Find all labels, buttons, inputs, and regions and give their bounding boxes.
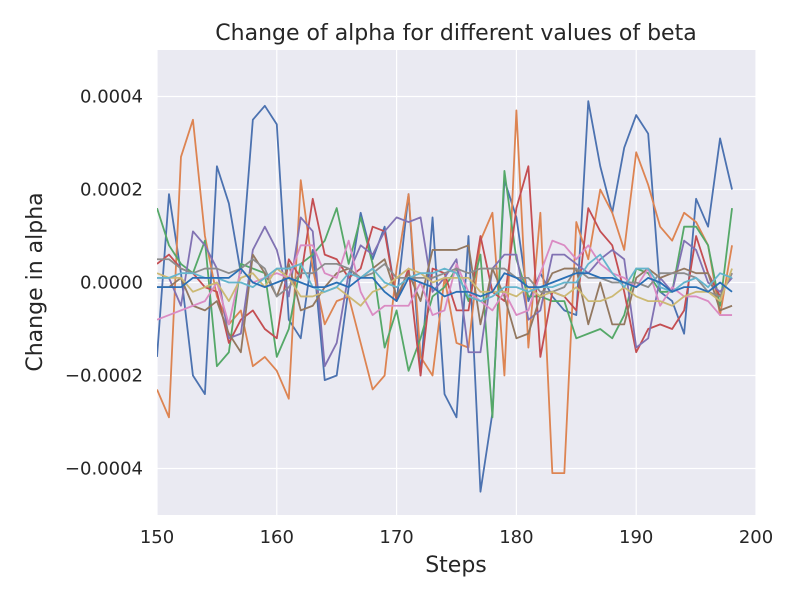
series-line-6 [157, 244, 733, 354]
series-line-11 [157, 267, 733, 303]
y-tick-labels: −0.0004 −0.0002 0.0000 0.0002 0.0004 [65, 87, 143, 480]
y-tick-label: 0.0002 [80, 180, 143, 201]
chart-title: Change of alpha for different values of … [215, 21, 696, 46]
x-tick-label: 170 [379, 527, 413, 548]
y-tick-label: −0.0004 [65, 459, 143, 480]
x-axis-label: Steps [425, 553, 487, 578]
series-lines [157, 100, 733, 493]
y-tick-label: −0.0002 [65, 366, 143, 387]
y-tick-label: 0.0000 [80, 273, 143, 294]
series-line-10 [157, 253, 733, 303]
x-tick-label: 200 [739, 527, 773, 548]
x-tick-label: 160 [260, 527, 294, 548]
x-tick-label: 180 [499, 527, 533, 548]
x-tick-label: 190 [619, 527, 653, 548]
y-axis-label: Change in alpha [23, 192, 48, 371]
series-line-8 [157, 258, 733, 298]
x-tick-label: 150 [140, 527, 174, 548]
x-tick-labels: 150 160 170 180 190 200 [140, 527, 773, 548]
series-line-9 [157, 267, 733, 307]
y-tick-label: 0.0004 [80, 87, 143, 108]
series-line-1 [157, 100, 733, 493]
